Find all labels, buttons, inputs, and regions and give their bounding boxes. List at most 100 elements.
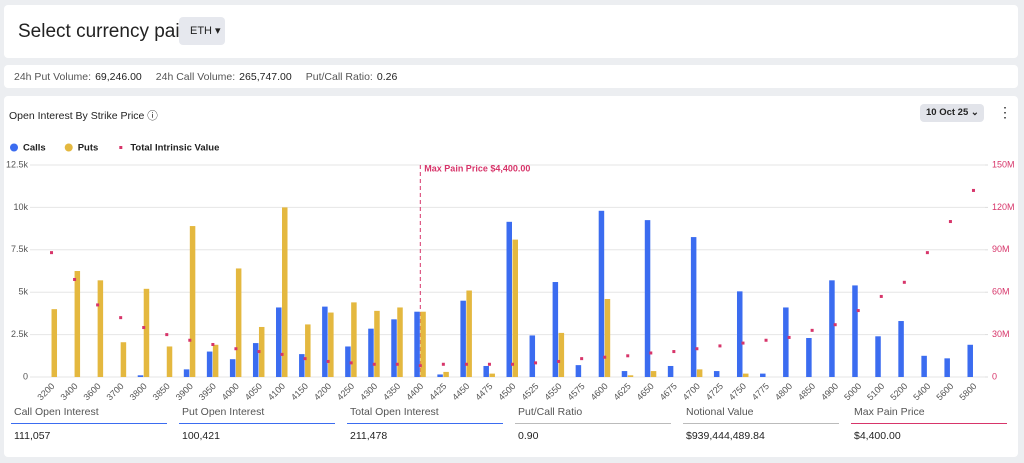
x-tick-label: 5100 xyxy=(865,381,886,402)
x-tick-label: 4750 xyxy=(727,381,748,402)
intrinsic-point xyxy=(441,362,445,366)
bar xyxy=(258,326,265,377)
pair-select[interactable]: ETH ▾ xyxy=(179,17,225,45)
pair-value: ETH xyxy=(190,25,212,37)
date-select[interactable]: 10 Oct 25 ⌄ xyxy=(920,104,984,122)
summary-label: Total Open Interest xyxy=(350,406,439,418)
bar xyxy=(212,344,219,377)
intrinsic-point xyxy=(418,364,422,368)
intrinsic-point xyxy=(372,362,376,366)
summary-rule xyxy=(683,423,839,424)
bar xyxy=(690,237,697,377)
intrinsic-point xyxy=(50,251,54,255)
intrinsic-point xyxy=(234,347,238,351)
summary-value: 211,478 xyxy=(350,430,388,442)
bar xyxy=(604,298,611,377)
x-tick-label: 3850 xyxy=(151,381,172,402)
bar xyxy=(644,220,651,377)
intrinsic-point xyxy=(534,361,538,365)
stat-label: Put/Call Ratio: xyxy=(305,71,373,83)
summary-rule xyxy=(851,423,1007,424)
bar xyxy=(621,371,628,377)
intrinsic-point xyxy=(464,362,468,366)
x-tick-label: 4000 xyxy=(220,381,241,402)
x-tick-label: 3950 xyxy=(197,381,218,402)
bar xyxy=(391,319,397,377)
bar xyxy=(875,336,881,377)
summary-value: $939,444,489.84 xyxy=(686,430,765,442)
x-tick-label: 4800 xyxy=(773,381,794,402)
bar xyxy=(760,373,766,377)
intrinsic-point xyxy=(764,338,768,342)
menu-button[interactable]: ⋮ xyxy=(998,104,1012,120)
bar xyxy=(483,365,489,377)
x-tick-label: 4900 xyxy=(819,381,840,402)
bar xyxy=(252,343,259,377)
intrinsic-point xyxy=(948,220,952,224)
chart-card-title: Open Interest By Strike Price ⓘ xyxy=(9,110,158,122)
summary-label: Put/Call Ratio xyxy=(518,406,583,418)
y2-tick-label: 120M xyxy=(992,202,1015,212)
y-tick-label: 2.5k xyxy=(11,329,29,339)
intrinsic-point xyxy=(810,328,814,332)
intrinsic-point xyxy=(649,351,653,355)
x-tick-label: 4450 xyxy=(450,381,471,402)
summary-item: Put/Call Ratio 0.90 xyxy=(515,406,671,446)
bar xyxy=(650,371,657,377)
summary-item: Call Open Interest 111,057 xyxy=(11,406,167,446)
y2-tick-label: 0 xyxy=(992,371,997,381)
bar xyxy=(345,346,351,377)
intrinsic-point xyxy=(280,352,284,356)
summary-value: 0.90 xyxy=(518,430,539,442)
intrinsic-point xyxy=(188,338,192,342)
bar xyxy=(512,239,518,377)
bar xyxy=(443,371,449,377)
bar xyxy=(166,346,173,377)
pair-title: Select currency pair: xyxy=(18,21,192,42)
stat-value: 0.26 xyxy=(376,71,398,83)
summary-rule xyxy=(347,423,503,424)
intrinsic-point xyxy=(580,357,584,361)
x-tick-label: 5200 xyxy=(888,381,909,402)
x-tick-label: 4425 xyxy=(427,381,448,402)
x-tick-label: 4650 xyxy=(635,381,656,402)
x-tick-label: 4300 xyxy=(358,381,379,402)
x-tick-label: 4600 xyxy=(589,381,610,402)
x-tick-label: 3900 xyxy=(174,381,195,402)
bar xyxy=(397,307,403,377)
bar xyxy=(420,311,426,377)
bar xyxy=(506,221,512,377)
bar xyxy=(806,337,812,377)
stat-label: 24h Call Volume: xyxy=(155,71,236,83)
x-tick-label: 4525 xyxy=(519,381,540,402)
chart-title: Open Interest By Strike Price xyxy=(9,110,145,122)
intrinsic-point xyxy=(165,333,169,337)
x-tick-label: 3200 xyxy=(35,381,56,402)
bar xyxy=(183,369,190,377)
x-tick-label: 3400 xyxy=(58,381,79,402)
y2-tick-label: 60M xyxy=(992,287,1010,297)
intrinsic-point xyxy=(787,335,791,339)
x-tick-label: 4200 xyxy=(312,381,333,402)
bar xyxy=(229,359,236,377)
intrinsic-point xyxy=(73,277,77,281)
bar xyxy=(414,311,420,377)
y-tick-label: 7.5k xyxy=(11,244,29,254)
x-tick-label: 4550 xyxy=(542,381,563,402)
x-tick-label: 4500 xyxy=(496,381,517,402)
intrinsic-point xyxy=(603,355,607,359)
legend-label: Calls xyxy=(23,143,46,154)
bar xyxy=(598,210,605,377)
intrinsic-point xyxy=(142,326,146,330)
y2-tick-label: 150M xyxy=(992,159,1015,169)
x-tick-label: 4150 xyxy=(289,381,310,402)
y2-tick-label: 30M xyxy=(992,329,1010,339)
intrinsic-point xyxy=(487,362,491,366)
summary-label: Put Open Interest xyxy=(182,406,265,418)
stat-value: 69,246.00 xyxy=(95,71,142,83)
bar xyxy=(206,351,213,377)
summary-value: 100,421 xyxy=(182,430,220,442)
x-tick-label: 4625 xyxy=(612,381,633,402)
intrinsic-point xyxy=(741,341,745,345)
summary-rule xyxy=(515,423,671,424)
